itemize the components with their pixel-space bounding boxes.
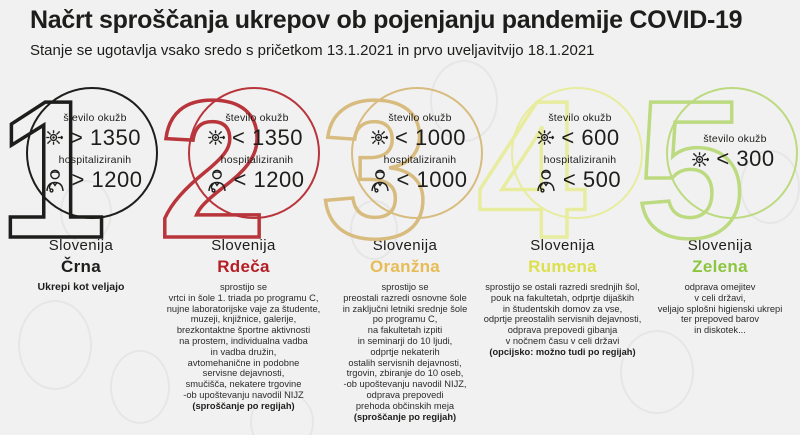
doctor-icon (370, 169, 389, 193)
infections-label: število okužb (388, 111, 452, 124)
phase-column-2: 2 število okužb < 1350 (156, 58, 325, 422)
infections-value: < 600 (561, 124, 620, 150)
phase-name: Oranžna (369, 257, 441, 276)
phase-measures: odprava omejitev v celi državi, veljajo … (657, 282, 783, 336)
phase-column-4: 4 število okužb < 600 (475, 58, 643, 422)
stats-ring: število okužb < 1350 hospitalizir (188, 87, 320, 219)
hospitalized-value: < 1200 (233, 167, 305, 192)
infections-value: > 1350 (70, 124, 141, 150)
virus-icon (692, 151, 710, 167)
virus-icon (46, 130, 64, 145)
infections-label: število okužb (63, 111, 127, 124)
phase-column-3: 3 število okužb < 1000 (319, 58, 485, 422)
phase-badge: 1 število okužb > 1350 (0, 58, 162, 281)
phase-badge: 5 število okužb < 300 (634, 58, 800, 281)
phase-badge: 2 število okužb < 1350 (156, 58, 325, 281)
infections-label: število okužb (703, 133, 767, 145)
phase-name: Rumena (528, 257, 597, 276)
region-label: Slovenija (687, 237, 753, 254)
phase-measures-bold: Ukrepi kot veljajo (37, 281, 125, 293)
stats-ring: število okužb > 1350 hospitalizir (26, 87, 158, 219)
phase-measures-bold: (sproščanje po regijah) (353, 411, 457, 422)
region-label: Slovenija (48, 237, 114, 254)
virus-icon (371, 130, 389, 145)
phase-name: Črna (61, 257, 101, 276)
doctor-icon (207, 169, 226, 193)
phases-row: 1 število okužb > 1350 (0, 58, 800, 422)
hospitalized-label: hospitaliziranih (58, 153, 132, 166)
stats-ring: število okužb < 1000 hospitalizir (351, 87, 483, 219)
infections-value: < 1000 (395, 124, 466, 150)
hospitalized-value: > 1200 (71, 167, 143, 192)
phase-measures: sprostijo se ostali razredi srednjih šol… (483, 282, 642, 346)
region-label: Slovenija (372, 237, 438, 254)
region-label: Slovenija (530, 237, 595, 254)
hospitalized-label: hospitaliziranih (220, 153, 294, 166)
phase-badge: 3 število okužb < 1000 (319, 58, 485, 281)
page-title: Načrt sproščanja ukrepov ob pojenjanju p… (30, 6, 743, 34)
phase-column-1: 1 število okužb > 1350 (0, 58, 162, 422)
virus-icon (537, 130, 555, 145)
region-label: Slovenija (211, 237, 276, 254)
virus-icon (208, 130, 226, 145)
hospitalized-label: hospitaliziranih (543, 153, 617, 166)
hospitalized-value: < 1000 (396, 167, 468, 192)
doctor-icon (45, 169, 64, 193)
phase-measures: sprostijo se preostali razredi osnovne š… (342, 282, 468, 411)
phase-name: Rdeča (217, 257, 270, 276)
page-subtitle: Stanje se ugotavlja vsako sredo s pričet… (30, 42, 595, 59)
hospitalized-value: < 500 (562, 167, 622, 192)
phase-name: Zelena (692, 257, 748, 276)
hospitalized-label: hospitaliziranih (383, 153, 457, 166)
phase-measures: sprostijo se vrtci in šole 1. triada po … (166, 282, 321, 400)
phase-badge: 4 število okužb < 600 (475, 58, 643, 281)
phase-measures-bold: (sproščanje po regijah) (192, 400, 295, 411)
doctor-icon (537, 169, 555, 193)
infections-label: število okužb (548, 111, 612, 124)
stats-ring: število okužb < 300 (666, 87, 798, 219)
phase-column-5: 5 število okužb < 300 (634, 58, 800, 422)
phase-measures-bold: (opcijsko: možno tudi po regijah) (489, 346, 636, 357)
infections-value: < 300 (716, 146, 775, 171)
infections-label: število okužb (225, 111, 289, 124)
infections-value: < 1350 (232, 124, 303, 150)
stats-ring: število okužb < 600 hospitalizira (511, 87, 643, 219)
